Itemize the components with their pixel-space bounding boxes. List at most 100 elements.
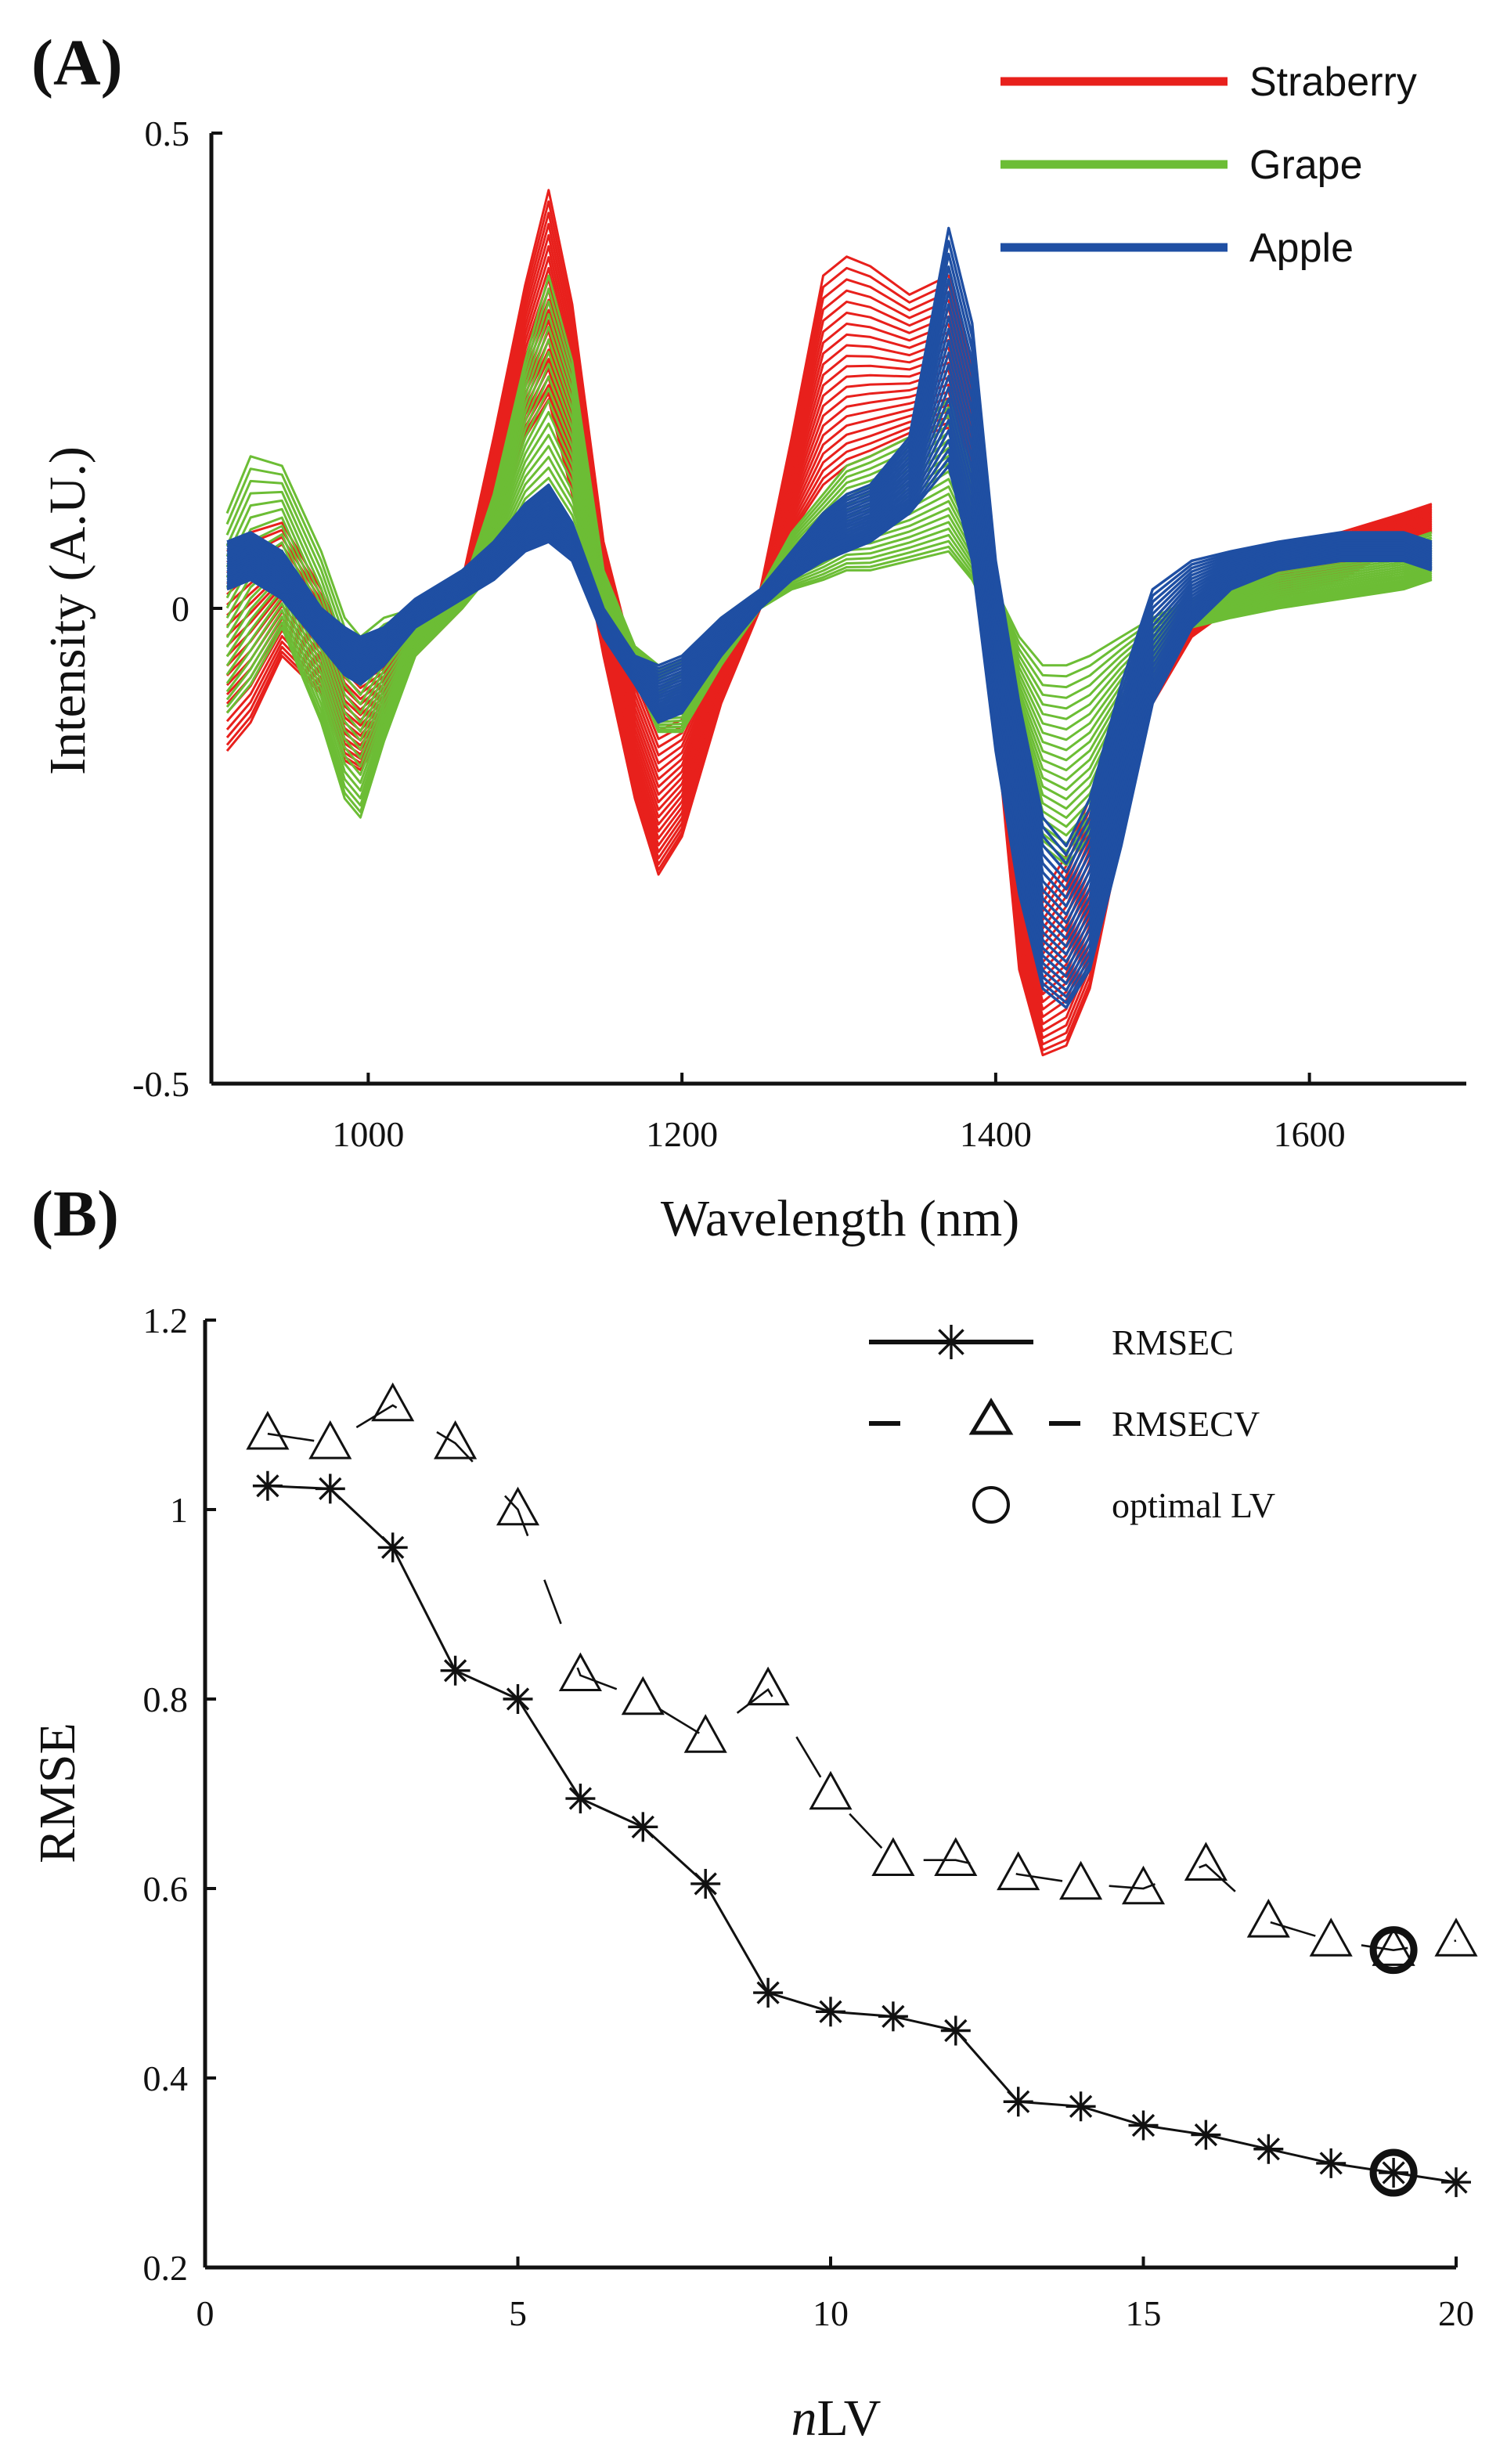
panel-b-xlabel-lv: LV [817, 2390, 881, 2447]
rmsecv-point-6 [558, 1652, 602, 1691]
panel-b-ytick-label: 0.8 [143, 1679, 189, 1719]
star-stroke [506, 1687, 530, 1711]
panel-b-xlabel: nLV [791, 2390, 881, 2447]
panel-b-ytick-label: 1 [170, 1490, 188, 1530]
panel-a-xlabel: Wavelength (nm) [661, 1190, 1019, 1247]
star-stroke [1131, 2113, 1155, 2138]
rmsec-line [267, 1485, 1457, 2184]
rmsecv-point-5 [496, 1486, 540, 1526]
legend-label-straberry: Straberry [1249, 60, 1417, 105]
rmsec-point-19 [1379, 2158, 1409, 2188]
rmsec-point-16 [1191, 2119, 1221, 2150]
rmsecv-point-10 [809, 1770, 853, 1810]
rmsec-point-4 [440, 1655, 470, 1686]
rmsecv-point-12 [934, 1837, 978, 1876]
star-stroke [256, 1474, 279, 1498]
rmsecv-point-16 [1184, 1842, 1228, 1881]
rmsecv-point-18 [1309, 1917, 1353, 1957]
rmsec-point-15 [1128, 2110, 1159, 2141]
rmsec-point-10 [816, 1997, 845, 2027]
rmsec-point-12 [940, 2015, 971, 2046]
panel-b-xtick-label: 15 [1126, 2293, 1162, 2333]
spectrum-apple-8 [226, 397, 1433, 964]
panel-b-ytick-label: 0.2 [143, 2248, 189, 2288]
star-stroke [568, 1787, 593, 1810]
rmsecv-point-7 [621, 1676, 665, 1715]
legend-marker-rmsecv [968, 1398, 1014, 1435]
panel-a-series [225, 189, 1433, 1057]
rmsec-point-1 [252, 1470, 283, 1501]
panel-b-axes: 0 5 10 15 20 0.2 0.4 0.6 0.8 1 1.2 [143, 1301, 1475, 2333]
rmsecv-point-11 [871, 1837, 915, 1876]
panel-b-legend: RMSEC RMSECV optimal LV [869, 1322, 1275, 1525]
spectrum-apple-6 [226, 418, 1433, 978]
star-stroke [881, 2004, 905, 2028]
rmsec-point-11 [878, 2001, 908, 2032]
star-stroke [631, 1815, 654, 1838]
rmsec-point-18 [1316, 2148, 1347, 2178]
rmsec-point-9 [753, 1978, 784, 2008]
spectrum-straberry-4 [225, 375, 1433, 1040]
legend-marker-rmsec [934, 1325, 968, 1359]
star-stroke [819, 2000, 842, 2023]
rmsecv-point-15 [1121, 1865, 1166, 1905]
panel-b-ytick-label: 0.6 [143, 1869, 189, 1909]
rmsec-point-14 [1065, 2091, 1096, 2122]
panel-a-ytick-label: -0.5 [132, 1064, 189, 1104]
rmsecv-point-20 [1434, 1917, 1478, 1957]
rmsecv-point-14 [1059, 1860, 1103, 1900]
optimal-lv-marker-rmsecv [1369, 1926, 1418, 1975]
legend-label-grape: Grape [1249, 143, 1363, 188]
panel-b-ytick-label: 0.4 [143, 2058, 189, 2098]
star-stroke [756, 1981, 780, 2004]
rmsecv-line [267, 1404, 1457, 1952]
star-stroke [1069, 2094, 1093, 2118]
panel-b-xtick-label: 20 [1438, 2293, 1474, 2333]
optimal-lv-marker-rmsec [1369, 2148, 1418, 2197]
legend-label-rmsecv: RMSECV [1112, 1404, 1260, 1444]
legend-label-optimal-lv: optimal LV [1112, 1485, 1275, 1525]
legend-star-glyph [934, 1325, 968, 1359]
legend-marker-optimal-lv [972, 1486, 1010, 1524]
panel-a-xtick-label: 1600 [1274, 1114, 1346, 1154]
panel-b-xtick-label: 5 [509, 2293, 527, 2333]
rmsecv-point-13 [997, 1851, 1040, 1891]
rmsecv-point-3 [371, 1382, 415, 1422]
panel-a-legend: Straberry Grape Apple [1000, 60, 1417, 271]
rmsec-point-13 [1003, 2087, 1033, 2117]
star-stroke [694, 1872, 717, 1896]
rmsec-point-17 [1253, 2134, 1284, 2164]
star-stroke [938, 1329, 964, 1355]
star-stroke [1319, 2152, 1343, 2175]
panel-a-xtick-label: 1200 [646, 1114, 718, 1154]
legend-label-rmsec: RMSEC [1112, 1322, 1234, 1362]
rmsec-point-2 [315, 1474, 345, 1504]
panel-a-ytick-label: 0.5 [145, 114, 190, 153]
panel-b-ylabel: RMSE [29, 1723, 86, 1863]
star-stroke [1256, 2138, 1280, 2161]
star-stroke [381, 1535, 405, 1560]
panel-a-label: (A) [31, 27, 123, 99]
rmsec-point-3 [377, 1532, 408, 1563]
star-stroke [1444, 2170, 1468, 2194]
rmsecv-point-2 [308, 1420, 352, 1459]
rmsec-point-20 [1441, 2167, 1471, 2198]
legend-label-apple: Apple [1249, 225, 1354, 271]
panel-b-label: (B) [31, 1178, 119, 1250]
rmsecv-point-9 [746, 1666, 790, 1706]
panel-a-ytick-label: 0 [171, 589, 189, 629]
spectrum-apple-22 [226, 226, 1433, 848]
panel-b-xtick-label: 10 [813, 2293, 849, 2333]
panel-b-xlabel-n: n [791, 2390, 817, 2447]
rmsecv-point-1 [246, 1410, 290, 1450]
rmsecv-point-19 [1372, 1927, 1415, 1966]
panel-a-ylabel: Intensity (A.U.) [39, 446, 96, 775]
rmsec-point-7 [628, 1812, 658, 1842]
star-stroke [443, 1659, 467, 1683]
star-stroke [1382, 2161, 1405, 2184]
star-stroke [944, 2018, 968, 2043]
panel-a-xtick-label: 1400 [960, 1114, 1032, 1154]
panel-b-series [246, 1382, 1478, 2198]
rmsecv-point-8 [683, 1714, 727, 1753]
